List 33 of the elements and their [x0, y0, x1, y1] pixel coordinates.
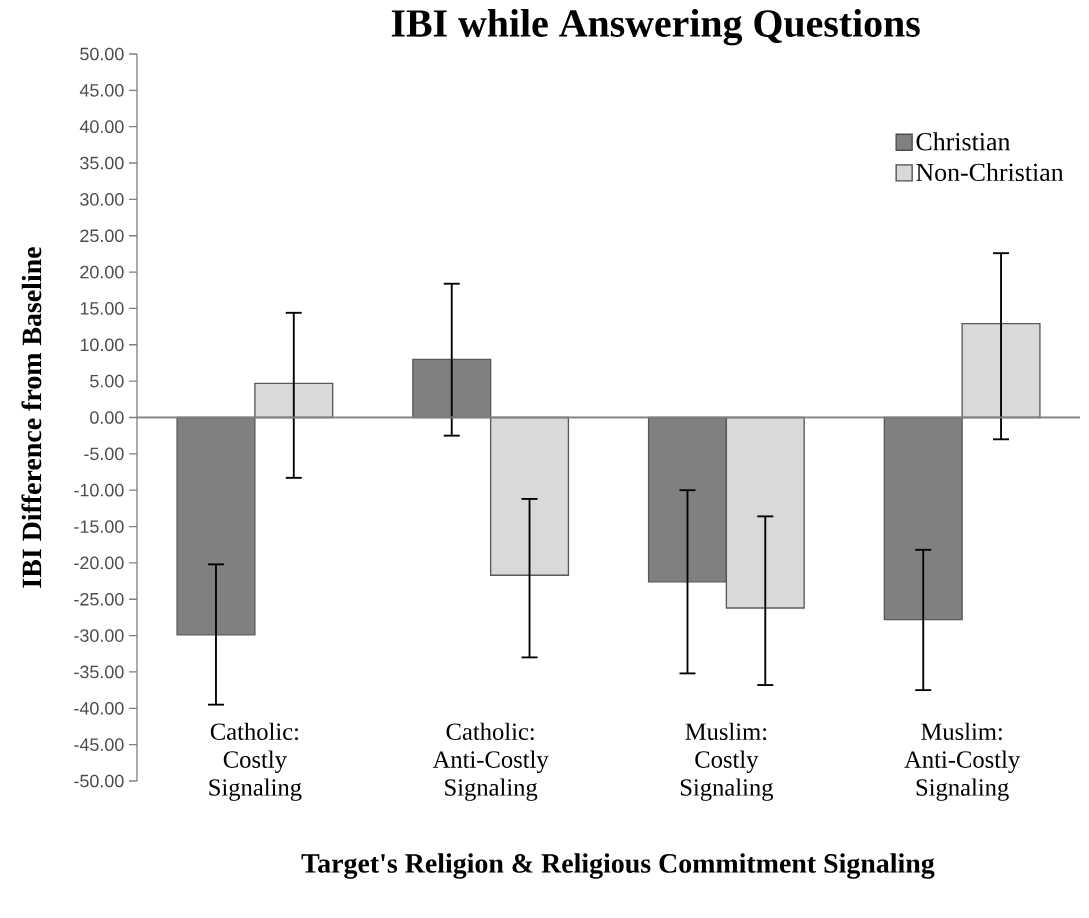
y-tick-label: -15.00: [74, 520, 124, 533]
y-tick-label: 15.00: [80, 302, 124, 315]
y-tick-label: 45.00: [79, 83, 124, 97]
y-tick-label: 0.00: [90, 411, 124, 424]
bar: [254, 382, 334, 419]
y-tick-label: -35.00: [74, 665, 124, 679]
bar: [961, 323, 1041, 419]
legend-label: Christian: [916, 132, 1011, 151]
y-tick-label: 25.00: [80, 229, 124, 243]
y-tick-label: -45.00: [74, 738, 124, 751]
y-tick-label: -50.00: [74, 774, 124, 788]
x-tick-label: Muslim: Anti-Costly Signaling: [904, 722, 1021, 801]
y-tick-label: 50.00: [80, 47, 124, 61]
y-tick-label: 35.00: [80, 156, 124, 170]
y-tick-label: 40.00: [79, 120, 124, 134]
x-tick-label: Muslim: Costly Signaling: [680, 722, 774, 801]
y-tick-label: 20.00: [80, 265, 124, 279]
y-tick-label: 5.00: [90, 374, 124, 388]
y-tick-label: -10.00: [74, 483, 124, 497]
x-axis-title: Target's Religion & Religious Commitment Signaling: [301, 853, 935, 879]
bar: [489, 416, 570, 576]
y-tick-label: -25.00: [74, 592, 124, 606]
y-tick-label: 10.00: [80, 338, 124, 352]
legend-label: Non-Christian: [916, 162, 1064, 182]
y-tick-label: -30.00: [74, 629, 124, 642]
y-axis-title: IBI Difference from Baseline: [21, 247, 42, 588]
chart-title: IBI while Answering Questions: [391, 8, 920, 46]
x-tick-label: Catholic: Anti-Costly Signaling: [432, 722, 549, 801]
y-tick-label: -5.00: [84, 447, 124, 461]
y-tick-label: 30.00: [80, 193, 124, 206]
y-tick-label: -40.00: [74, 701, 124, 715]
x-tick-label: Catholic: Costly Signaling: [209, 722, 302, 801]
y-tick-label: -20.00: [74, 556, 124, 570]
